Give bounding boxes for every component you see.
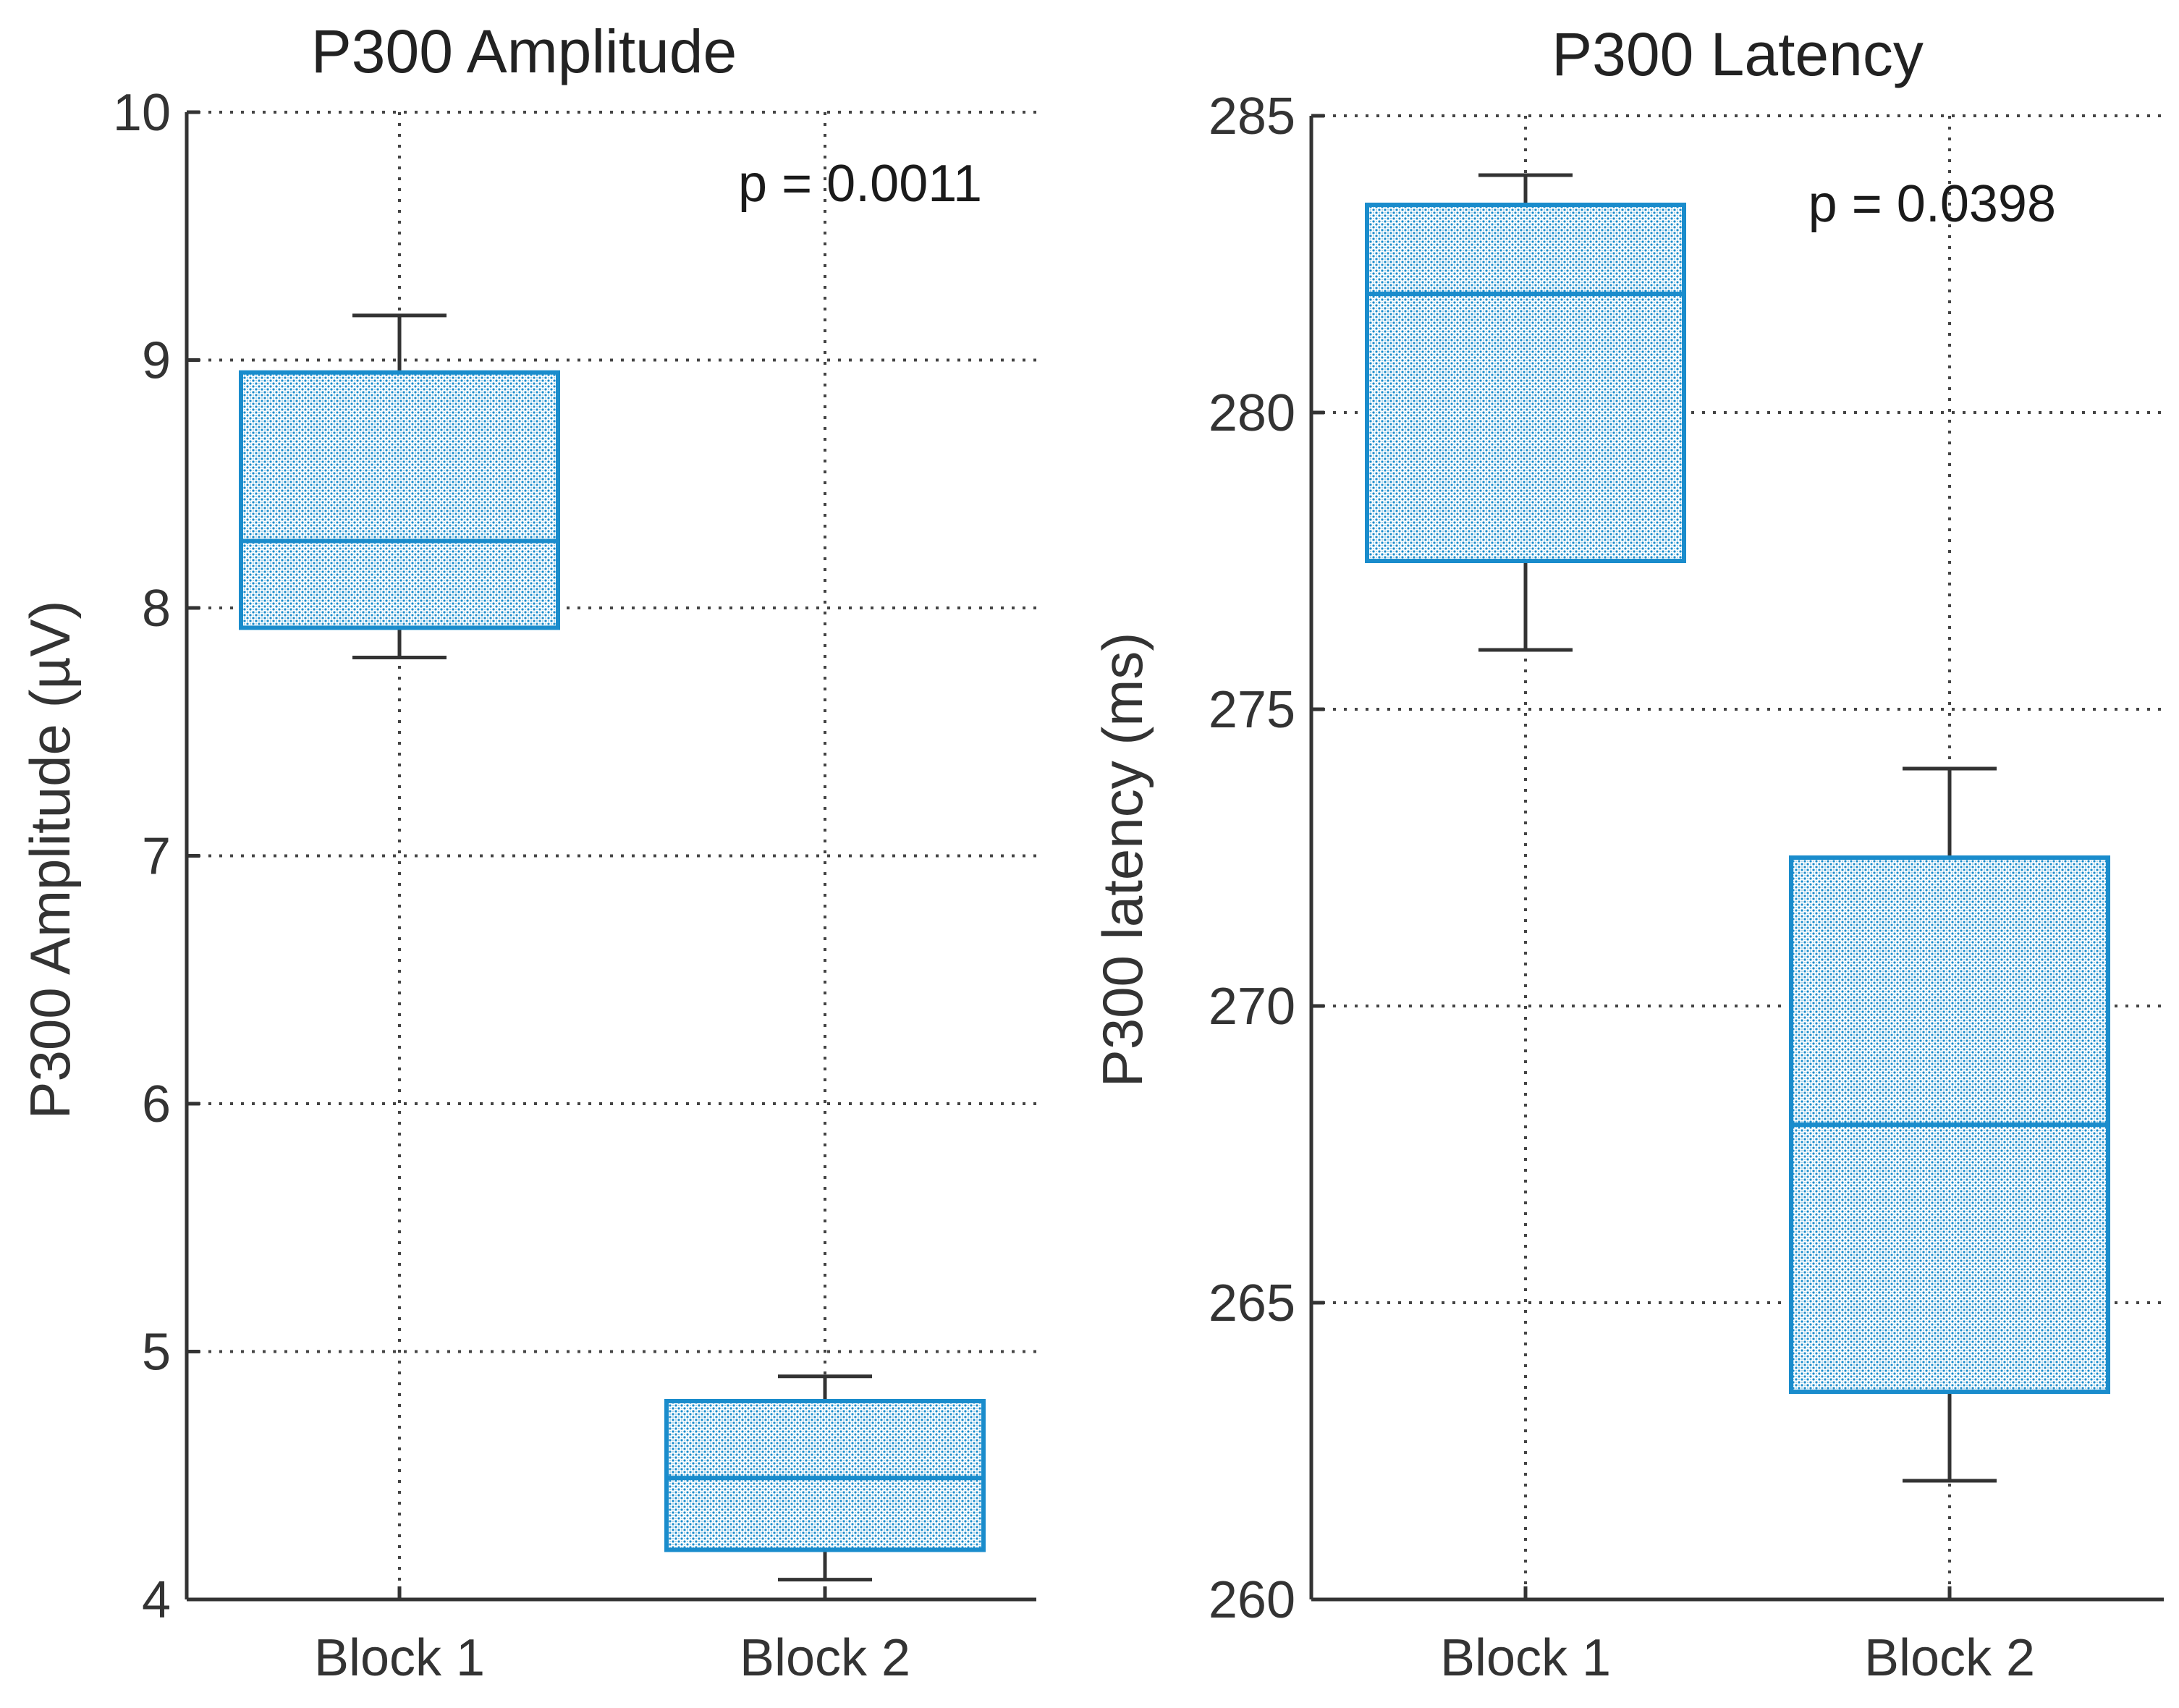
amplitude-p-value: p = 0.0011 (738, 155, 982, 213)
latency-x-ticks: Block 1 Block 2 (1440, 1629, 2035, 1687)
amplitude-axes (185, 110, 1036, 1602)
amplitude-gridlines (187, 111, 1036, 1599)
amplitude-title: P300 Amplitude (311, 17, 737, 85)
amplitude-y-ticks: 4 5 6 7 8 9 10 (113, 84, 171, 1629)
latency-y-tick: 260 (1209, 1571, 1295, 1629)
amplitude-y-tick: 8 (142, 580, 171, 638)
latency-y-ticks: 260 265 270 275 280 285 (1209, 88, 1295, 1629)
latency-y-tick: 270 (1209, 978, 1295, 1036)
latency-y-tick: 275 (1209, 681, 1295, 739)
amplitude-x-ticks: Block 1 Block 2 (314, 1629, 910, 1687)
amplitude-box-group (664, 1374, 986, 1582)
amplitude-x-tick: Block 1 (314, 1629, 485, 1687)
amplitude-y-axis-label: P300 Amplitude (µV) (18, 601, 82, 1120)
latency-box-group (1365, 173, 1686, 652)
amplitude-y-tick: 6 (142, 1075, 171, 1133)
amplitude-x-tick: Block 2 (740, 1629, 910, 1687)
amplitude-panel: P300 Amplitude P300 Amplitude (µV) 4 5 6… (18, 17, 1036, 1687)
amplitude-y-tick: 7 (142, 828, 171, 886)
latency-p-value: p = 0.0398 (1808, 175, 2056, 233)
latency-axes (1309, 114, 2164, 1602)
latency-y-tick: 280 (1209, 384, 1295, 442)
iqr-box (664, 1399, 986, 1552)
latency-boxes (1365, 173, 2110, 1483)
amplitude-y-tick: 9 (142, 332, 171, 390)
amplitude-box-group (239, 313, 560, 659)
latency-x-tick: Block 2 (1864, 1629, 2035, 1687)
latency-x-tick: Block 1 (1440, 1629, 1611, 1687)
amplitude-y-tick: 10 (113, 84, 171, 142)
latency-panel: P300 Latency P300 latency (ms) 260 265 2… (1091, 20, 2164, 1687)
latency-y-tick: 285 (1209, 88, 1295, 145)
latency-title: P300 Latency (1552, 20, 1924, 88)
iqr-box (1365, 203, 1686, 563)
latency-y-tick: 265 (1209, 1274, 1295, 1332)
amplitude-y-tick: 5 (142, 1324, 171, 1382)
latency-box-group (1789, 766, 2110, 1483)
amplitude-y-tick: 4 (142, 1571, 171, 1629)
amplitude-boxes (239, 313, 986, 1582)
latency-y-axis-label: P300 latency (ms) (1091, 633, 1154, 1088)
iqr-box (239, 370, 560, 630)
